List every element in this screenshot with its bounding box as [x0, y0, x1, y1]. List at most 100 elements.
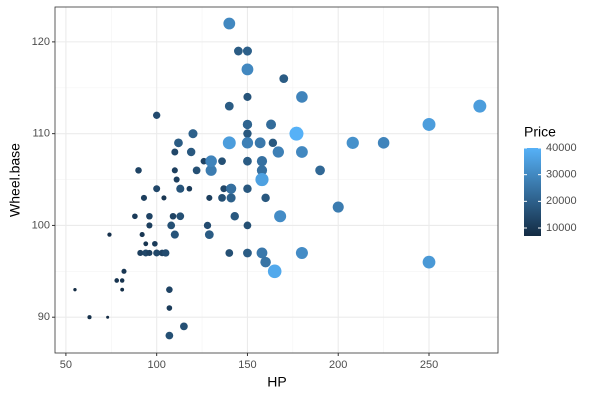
point	[205, 164, 217, 176]
x-tick-label: 150	[238, 359, 256, 371]
point	[346, 136, 359, 149]
point	[121, 268, 127, 274]
point	[268, 138, 278, 148]
point	[218, 194, 226, 202]
point	[114, 278, 120, 283]
point	[422, 118, 436, 131]
panel-border	[54, 6, 499, 354]
point	[225, 249, 234, 257]
point	[162, 249, 170, 257]
point	[106, 315, 110, 319]
point	[171, 167, 178, 174]
point	[224, 101, 234, 111]
point	[173, 176, 180, 183]
point	[296, 146, 308, 158]
x-tick-label: 250	[420, 359, 438, 371]
point	[315, 165, 325, 176]
point	[176, 184, 185, 193]
point	[279, 74, 289, 83]
point	[186, 147, 196, 157]
point	[146, 249, 153, 257]
point	[140, 194, 148, 201]
point	[243, 156, 252, 166]
x-axis-title: HP	[267, 374, 286, 390]
point	[255, 172, 269, 187]
point	[153, 249, 161, 257]
point	[243, 221, 252, 230]
point	[226, 193, 236, 203]
point	[171, 148, 179, 156]
legend-label: 40000	[546, 142, 577, 154]
point	[161, 195, 167, 201]
point	[422, 255, 436, 269]
point	[135, 167, 142, 174]
point	[272, 146, 284, 158]
point	[107, 232, 112, 237]
point	[166, 286, 173, 293]
point	[167, 221, 176, 230]
y-tick-label: 120	[32, 36, 50, 48]
y-axis-title: Wheel.base	[7, 143, 23, 217]
point	[377, 137, 390, 149]
point	[204, 230, 214, 239]
point	[296, 91, 308, 103]
point	[243, 92, 252, 101]
point	[203, 221, 212, 230]
point	[153, 185, 161, 193]
point	[274, 210, 287, 223]
legend-label: 10000	[546, 222, 577, 234]
point	[233, 46, 243, 56]
point	[180, 322, 188, 331]
point	[146, 222, 153, 229]
y-tick-label: 110	[32, 128, 50, 140]
x-tick-label: 50	[60, 359, 72, 371]
point	[256, 165, 268, 176]
point	[139, 232, 145, 238]
point	[241, 137, 254, 149]
point	[205, 155, 217, 167]
point	[165, 331, 174, 340]
point	[73, 287, 77, 292]
point	[188, 129, 198, 139]
point	[256, 156, 268, 167]
point	[295, 246, 308, 259]
point	[186, 185, 193, 192]
point	[174, 138, 183, 148]
point	[473, 99, 487, 113]
point	[242, 119, 253, 130]
point	[132, 213, 138, 220]
point	[332, 201, 344, 213]
point	[267, 264, 282, 279]
colorbar	[524, 148, 541, 236]
x-tick-label: 200	[329, 359, 347, 371]
legend-label: 20000	[546, 195, 577, 207]
point	[266, 119, 277, 130]
point	[152, 111, 161, 119]
panel	[55, 7, 498, 353]
point	[261, 193, 270, 203]
point	[230, 212, 239, 221]
legend-label: 30000	[546, 169, 577, 181]
point	[169, 212, 177, 220]
point	[170, 230, 179, 239]
point	[243, 184, 252, 193]
point	[243, 129, 252, 138]
point	[256, 247, 268, 259]
point	[242, 46, 252, 56]
point	[260, 256, 271, 268]
point	[146, 212, 153, 220]
point	[225, 183, 237, 194]
legend-title: Price	[524, 124, 556, 140]
point	[119, 278, 125, 283]
point	[220, 185, 228, 193]
point	[120, 287, 125, 292]
y-tick-label: 100	[32, 219, 50, 231]
point	[289, 126, 304, 141]
point	[241, 63, 254, 76]
point	[143, 241, 149, 247]
point	[206, 194, 213, 201]
point	[243, 248, 252, 258]
point	[137, 249, 144, 257]
point	[166, 305, 173, 311]
